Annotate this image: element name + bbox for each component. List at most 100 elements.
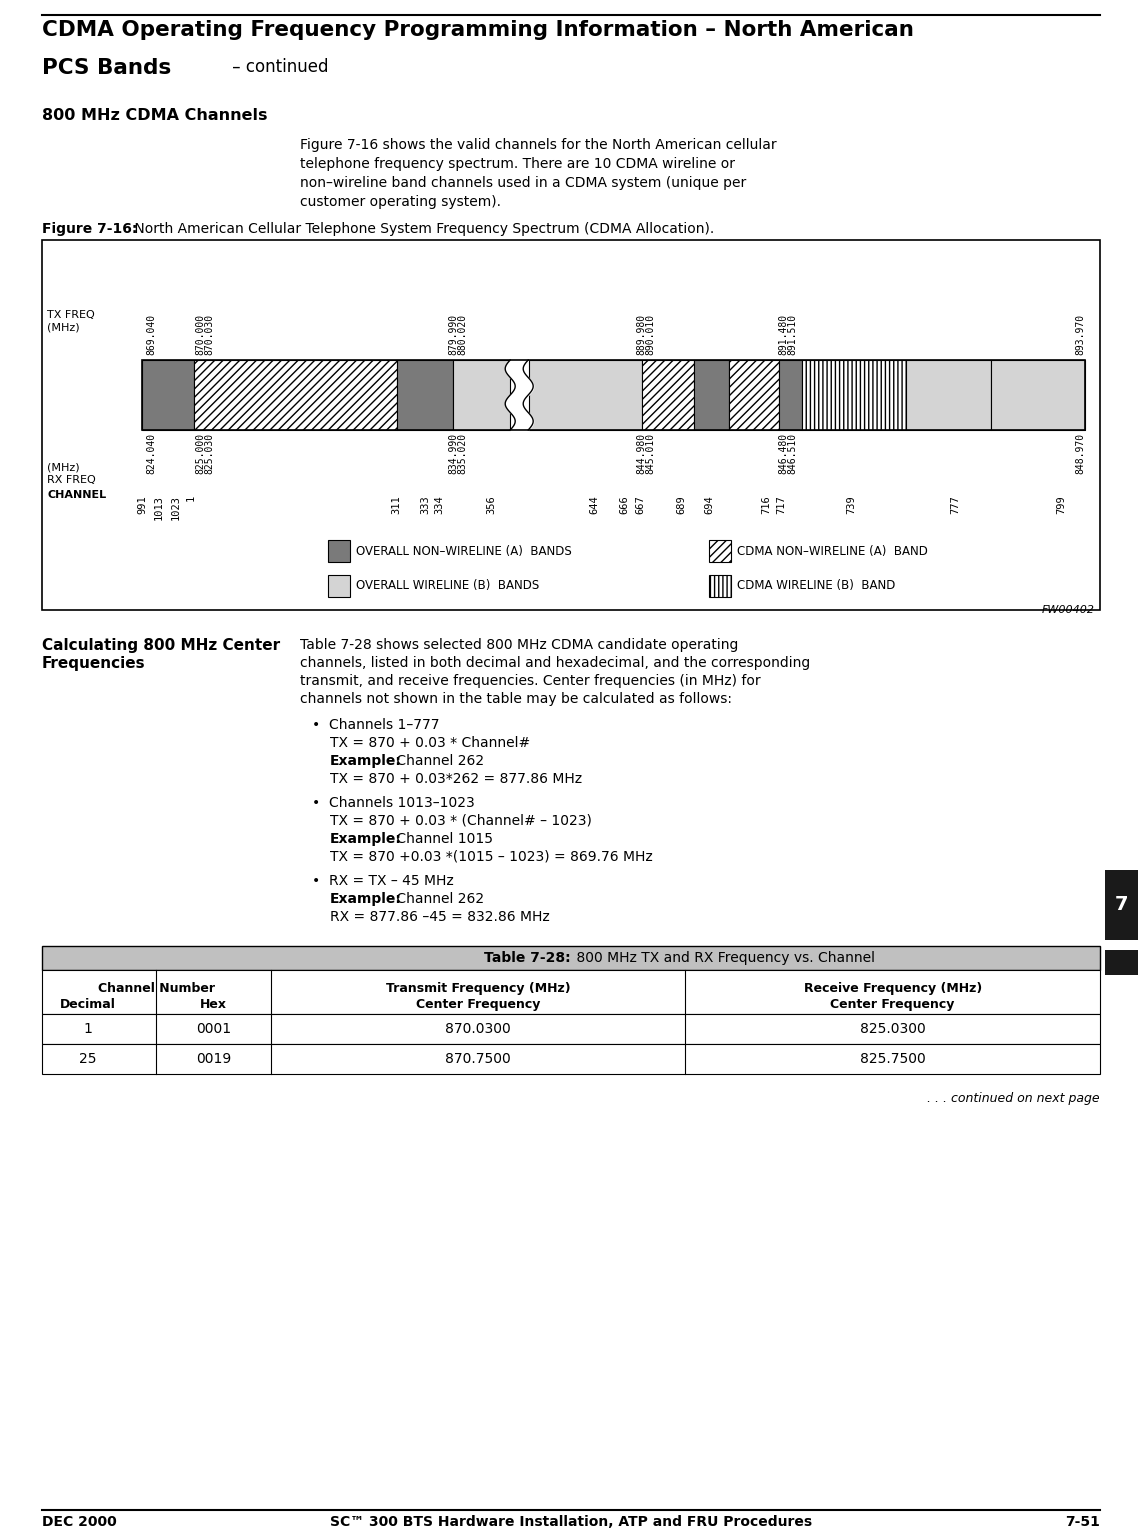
Bar: [779, 360, 803, 430]
Text: •  Channels 1013–1023: • Channels 1013–1023: [312, 796, 474, 810]
Text: 846.480: 846.480: [779, 433, 788, 475]
Text: 311: 311: [392, 495, 401, 514]
Text: transmit, and receive frequencies. Center frequencies (in MHz) for: transmit, and receive frequencies. Cente…: [300, 674, 760, 687]
Text: 848.970: 848.970: [1075, 433, 1085, 475]
Text: Calculating 800 MHz Center: Calculating 800 MHz Center: [42, 638, 280, 654]
Text: CDMA Operating Frequency Programming Information – North American: CDMA Operating Frequency Programming Inf…: [42, 20, 914, 40]
Text: (MHz): (MHz): [47, 322, 80, 332]
Bar: [142, 360, 194, 430]
Text: 825.7500: 825.7500: [860, 1052, 926, 1066]
Text: 716: 716: [762, 495, 772, 514]
Text: Figure 7-16:: Figure 7-16:: [42, 222, 138, 236]
Bar: [529, 360, 642, 430]
Bar: [906, 360, 991, 430]
Bar: [327, 540, 350, 562]
Text: Table 7-28 shows selected 800 MHz CDMA candidate operating: Table 7-28 shows selected 800 MHz CDMA c…: [300, 638, 739, 652]
Text: DEC 2000: DEC 2000: [42, 1516, 116, 1529]
Text: Figure 7-16 shows the valid channels for the North American cellular: Figure 7-16 shows the valid channels for…: [300, 138, 776, 152]
Text: 25: 25: [79, 1052, 97, 1066]
Text: Example:: Example:: [329, 893, 402, 906]
Text: Table 7-28:: Table 7-28:: [484, 951, 571, 965]
Text: Example:: Example:: [329, 831, 402, 847]
Text: OVERALL WIRELINE (B)  BANDS: OVERALL WIRELINE (B) BANDS: [356, 580, 539, 592]
Text: 1023: 1023: [171, 495, 181, 521]
Text: TX = 870 +0.03 *(1015 – 1023) = 869.76 MHz: TX = 870 +0.03 *(1015 – 1023) = 869.76 M…: [329, 850, 653, 863]
Text: TX FREQ: TX FREQ: [47, 309, 95, 320]
Text: 800 MHz TX and RX Frequency vs. Channel: 800 MHz TX and RX Frequency vs. Channel: [572, 951, 876, 965]
Text: PCS Bands: PCS Bands: [42, 58, 171, 78]
Bar: [397, 360, 454, 430]
Text: RX FREQ: RX FREQ: [47, 475, 96, 485]
Text: – continued: – continued: [227, 58, 328, 77]
Text: (MHz): (MHz): [47, 462, 80, 473]
Text: Channel 262: Channel 262: [392, 753, 484, 769]
Text: Transmit Frequency (MHz): Transmit Frequency (MHz): [385, 981, 570, 995]
Text: 825.000: 825.000: [195, 433, 205, 475]
Text: 1: 1: [83, 1023, 92, 1036]
Text: SC™ 300 BTS Hardware Installation, ATP and FRU Procedures: SC™ 300 BTS Hardware Installation, ATP a…: [329, 1516, 812, 1529]
Text: TX = 870 + 0.03 * (Channel# – 1023): TX = 870 + 0.03 * (Channel# – 1023): [329, 814, 592, 828]
Text: 845.010: 845.010: [645, 433, 655, 475]
Text: 800 MHz CDMA Channels: 800 MHz CDMA Channels: [42, 109, 268, 122]
Text: 644: 644: [589, 495, 600, 514]
Text: OVERALL NON–WIRELINE (A)  BANDS: OVERALL NON–WIRELINE (A) BANDS: [356, 545, 571, 557]
Text: 0001: 0001: [196, 1023, 231, 1036]
Text: 870.000: 870.000: [195, 314, 205, 355]
Text: 799: 799: [1057, 495, 1066, 514]
Text: 825.0300: 825.0300: [860, 1023, 926, 1036]
Bar: [642, 360, 693, 430]
Text: 825.030: 825.030: [204, 433, 214, 475]
Bar: [142, 360, 1085, 430]
Text: 7-51: 7-51: [1065, 1516, 1100, 1529]
Text: North American Cellular Telephone System Frequency Spectrum (CDMA Allocation).: North American Cellular Telephone System…: [130, 222, 715, 236]
Text: non–wireline band channels used in a CDMA system (unique per: non–wireline band channels used in a CDM…: [300, 176, 747, 190]
Bar: [42, 946, 1100, 971]
Text: TX = 870 + 0.03 * Channel#: TX = 870 + 0.03 * Channel#: [329, 736, 530, 750]
Bar: [42, 1014, 1100, 1044]
Text: 870.030: 870.030: [204, 314, 214, 355]
Text: Receive Frequency (MHz): Receive Frequency (MHz): [804, 981, 982, 995]
Text: 869.040: 869.040: [146, 314, 156, 355]
Text: 870.0300: 870.0300: [445, 1023, 511, 1036]
Text: channels, listed in both decimal and hexadecimal, and the corresponding: channels, listed in both decimal and hex…: [300, 655, 811, 671]
Bar: [693, 360, 728, 430]
Bar: [709, 540, 731, 562]
Text: •  Channels 1–777: • Channels 1–777: [312, 718, 440, 732]
Text: 1013: 1013: [154, 495, 164, 521]
Text: 333: 333: [420, 495, 430, 514]
Text: RX = 877.86 –45 = 832.86 MHz: RX = 877.86 –45 = 832.86 MHz: [329, 909, 549, 925]
Text: 777: 777: [950, 495, 960, 514]
Text: 880.020: 880.020: [457, 314, 467, 355]
Bar: [454, 360, 510, 430]
Text: 891.480: 891.480: [779, 314, 788, 355]
Bar: [194, 360, 397, 430]
Text: Decimal: Decimal: [59, 998, 115, 1010]
Text: 891.510: 891.510: [788, 314, 797, 355]
Bar: [42, 1044, 1100, 1075]
Text: 846.510: 846.510: [788, 433, 797, 475]
Text: 835.020: 835.020: [457, 433, 467, 475]
Text: 356: 356: [486, 495, 496, 514]
Text: Channel Number: Channel Number: [98, 981, 214, 995]
Text: Hex: Hex: [200, 998, 227, 1010]
Text: 666: 666: [620, 495, 629, 514]
Bar: [803, 360, 906, 430]
Text: 717: 717: [776, 495, 787, 514]
Text: CHANNEL: CHANNEL: [47, 490, 106, 501]
Text: Center Frequency: Center Frequency: [416, 998, 540, 1010]
Bar: [709, 576, 731, 597]
Text: 844.980: 844.980: [637, 433, 646, 475]
Bar: [1105, 951, 1138, 975]
Text: Frequencies: Frequencies: [42, 655, 146, 671]
Text: 870.7500: 870.7500: [445, 1052, 511, 1066]
Text: 890.010: 890.010: [645, 314, 655, 355]
Text: 7: 7: [1115, 896, 1129, 914]
Text: 0019: 0019: [196, 1052, 231, 1066]
Bar: [42, 240, 1100, 609]
Bar: [728, 360, 779, 430]
Text: 889.980: 889.980: [637, 314, 646, 355]
Text: 689: 689: [676, 495, 686, 514]
Text: CDMA NON–WIRELINE (A)  BAND: CDMA NON–WIRELINE (A) BAND: [736, 545, 928, 557]
Text: 893.970: 893.970: [1075, 314, 1085, 355]
Text: 667: 667: [635, 495, 645, 514]
